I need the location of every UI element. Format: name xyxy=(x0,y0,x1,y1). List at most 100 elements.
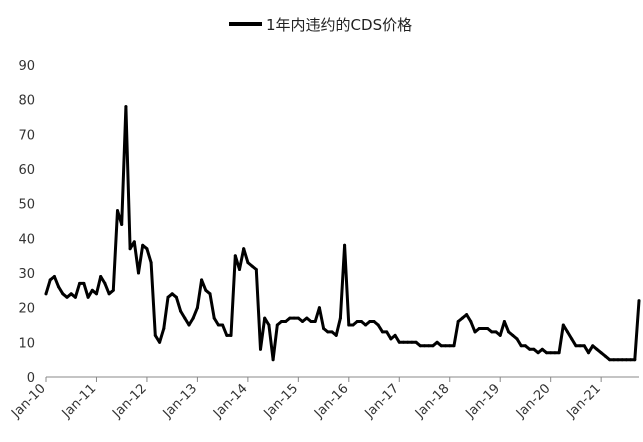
x-tick-label: Jan-14 xyxy=(210,381,251,422)
data-point xyxy=(179,309,183,313)
data-point xyxy=(502,320,506,323)
data-point xyxy=(242,247,246,251)
data-point xyxy=(507,330,511,334)
data-point xyxy=(595,347,599,351)
data-point xyxy=(111,288,115,292)
data-point xyxy=(65,295,69,299)
data-point xyxy=(69,292,73,296)
data-point xyxy=(347,323,351,327)
data-point xyxy=(301,320,304,323)
data-point xyxy=(359,320,363,323)
legend: 1年内违约的CDS价格 xyxy=(229,16,412,34)
data-point xyxy=(444,344,447,348)
data-point xyxy=(296,316,300,320)
data-point xyxy=(448,344,452,348)
data-point xyxy=(317,306,321,310)
data-point xyxy=(170,292,174,296)
data-point xyxy=(166,295,170,299)
data-point xyxy=(212,316,216,320)
data-point xyxy=(599,351,603,355)
data-point xyxy=(473,330,477,334)
data-point xyxy=(124,105,128,109)
data-point xyxy=(229,333,233,337)
data-point xyxy=(153,333,157,337)
data-point xyxy=(494,330,498,334)
data-point xyxy=(406,340,410,344)
data-point xyxy=(195,306,199,310)
data-point xyxy=(578,344,582,348)
data-point xyxy=(566,330,569,334)
y-tick-label: 0 xyxy=(27,371,35,386)
data-point xyxy=(57,285,61,289)
data-point xyxy=(183,316,187,320)
data-point xyxy=(44,292,48,296)
data-point xyxy=(187,323,191,327)
data-point xyxy=(637,299,641,303)
data-point xyxy=(99,275,103,278)
data-point xyxy=(532,347,536,351)
data-point xyxy=(561,323,565,327)
data-point xyxy=(553,351,557,355)
data-point xyxy=(633,358,637,362)
data-point xyxy=(435,340,439,344)
data-point xyxy=(570,337,574,341)
data-point xyxy=(465,313,469,317)
series-layer xyxy=(44,105,641,362)
data-point xyxy=(191,316,195,320)
y-tick-label: 30 xyxy=(18,267,35,282)
data-point xyxy=(141,243,145,247)
x-tick-label: Jan-21 xyxy=(563,381,604,422)
y-tick-label: 70 xyxy=(18,128,35,143)
x-tick-label: Jan-16 xyxy=(311,381,352,422)
data-point xyxy=(103,281,107,285)
data-point xyxy=(216,323,220,327)
x-tick-label: Jan-19 xyxy=(463,381,504,422)
data-point xyxy=(267,323,271,327)
data-point xyxy=(95,292,98,296)
data-point xyxy=(128,247,132,251)
data-point xyxy=(418,344,422,348)
data-point xyxy=(221,323,225,327)
data-point xyxy=(149,261,153,265)
data-point xyxy=(90,288,94,292)
data-point xyxy=(174,295,178,299)
x-tick-label: Jan-12 xyxy=(109,381,150,422)
data-point xyxy=(456,320,460,323)
y-tick-label: 90 xyxy=(18,59,35,74)
data-point xyxy=(284,320,288,323)
data-point xyxy=(402,340,405,344)
data-point xyxy=(351,323,355,327)
data-point xyxy=(528,347,532,351)
data-point xyxy=(486,327,490,330)
data-point xyxy=(612,358,616,362)
data-point xyxy=(376,323,380,327)
data-point xyxy=(204,288,208,292)
data-point xyxy=(309,320,313,323)
data-point xyxy=(574,344,578,348)
data-point xyxy=(364,323,368,327)
data-point xyxy=(498,333,502,337)
data-point xyxy=(107,292,111,296)
data-point xyxy=(385,330,389,334)
data-point xyxy=(145,247,149,251)
data-point xyxy=(557,351,561,355)
data-point xyxy=(132,240,136,244)
data-point xyxy=(116,209,119,213)
data-point xyxy=(540,347,544,351)
data-point xyxy=(397,340,401,344)
data-point xyxy=(427,344,431,348)
data-point xyxy=(515,337,519,341)
data-point xyxy=(519,344,523,348)
data-point xyxy=(389,337,393,341)
data-point xyxy=(254,268,258,271)
data-point xyxy=(208,292,212,296)
data-point xyxy=(511,333,515,337)
data-point xyxy=(523,344,527,348)
data-point xyxy=(620,358,624,362)
data-point xyxy=(225,333,229,337)
data-point xyxy=(158,340,162,344)
data-point xyxy=(381,330,384,334)
data-point xyxy=(481,327,485,330)
x-tick-label: Jan-13 xyxy=(160,381,201,422)
